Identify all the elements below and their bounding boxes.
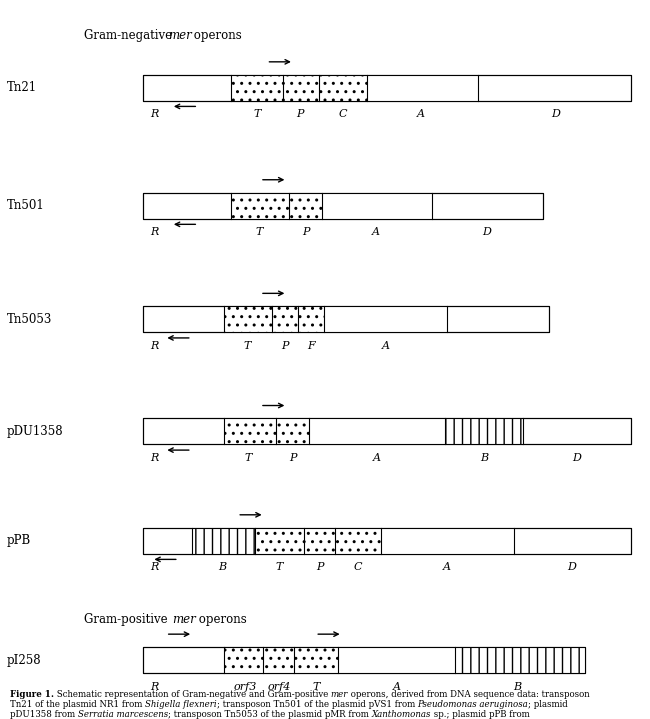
- Bar: [272, 306, 298, 332]
- Text: P: P: [302, 227, 309, 237]
- Bar: [143, 528, 630, 554]
- Bar: [143, 193, 543, 219]
- Text: P: P: [281, 341, 289, 351]
- Text: T: T: [255, 227, 263, 237]
- Text: D: D: [567, 562, 577, 572]
- Text: Gram-positive: Gram-positive: [84, 613, 172, 626]
- Text: T: T: [276, 562, 283, 572]
- Text: B: B: [513, 682, 521, 692]
- Bar: [224, 306, 272, 332]
- Text: sp.; plasmid pPB from: sp.; plasmid pPB from: [431, 710, 530, 719]
- Bar: [143, 528, 630, 554]
- Text: A: A: [382, 341, 389, 351]
- Text: T: T: [253, 109, 261, 119]
- Bar: [192, 528, 255, 554]
- Text: P: P: [316, 562, 324, 572]
- Text: R: R: [150, 682, 158, 692]
- Text: mer: mer: [331, 690, 348, 700]
- Text: pDU1358 from: pDU1358 from: [10, 710, 77, 719]
- Text: orf3: orf3: [234, 682, 257, 692]
- Text: ; transposon Tn5053 of the plasmid pMR from: ; transposon Tn5053 of the plasmid pMR f…: [168, 710, 371, 719]
- Text: operons: operons: [195, 613, 247, 626]
- Bar: [231, 193, 289, 219]
- Bar: [143, 75, 630, 101]
- Text: A: A: [373, 453, 381, 463]
- Text: Shigella flexneri: Shigella flexneri: [145, 700, 216, 710]
- Bar: [143, 306, 549, 332]
- Bar: [304, 528, 335, 554]
- Text: ; transposon Tn501 of the plasmid pVS1 from: ; transposon Tn501 of the plasmid pVS1 f…: [216, 700, 417, 710]
- Text: C: C: [354, 562, 363, 572]
- Bar: [318, 75, 367, 101]
- Text: B: B: [480, 453, 488, 463]
- Text: Tn5053: Tn5053: [6, 313, 52, 326]
- Bar: [143, 75, 630, 101]
- Text: B: B: [218, 562, 226, 572]
- Text: R: R: [150, 341, 158, 351]
- Bar: [445, 418, 523, 444]
- Text: P: P: [296, 109, 304, 119]
- Text: Pseudomonas aeruginosa: Pseudomonas aeruginosa: [417, 700, 528, 710]
- Text: C: C: [338, 109, 347, 119]
- Bar: [335, 528, 381, 554]
- Text: operons: operons: [190, 29, 242, 42]
- Bar: [338, 647, 455, 673]
- Text: T: T: [243, 341, 251, 351]
- Bar: [143, 193, 543, 219]
- Bar: [367, 75, 478, 101]
- Text: A: A: [372, 227, 380, 237]
- Text: R: R: [150, 562, 158, 572]
- Bar: [324, 306, 447, 332]
- Text: T: T: [313, 682, 320, 692]
- Text: T: T: [244, 453, 252, 463]
- Bar: [143, 418, 630, 444]
- Bar: [143, 647, 585, 673]
- Text: Gram-negative: Gram-negative: [84, 29, 176, 42]
- Text: Schematic representation of Gram-negative and Gram-positive: Schematic representation of Gram-negativ…: [54, 690, 331, 700]
- Text: A: A: [443, 562, 451, 572]
- Text: Tn21 of the plasmid NR1 from: Tn21 of the plasmid NR1 from: [10, 700, 145, 710]
- Text: R: R: [150, 227, 158, 237]
- Text: A: A: [393, 682, 400, 692]
- Text: R: R: [150, 453, 158, 463]
- Bar: [143, 647, 585, 673]
- Bar: [276, 418, 309, 444]
- Bar: [381, 528, 514, 554]
- Text: D: D: [572, 453, 581, 463]
- Bar: [322, 193, 432, 219]
- Text: pPB: pPB: [6, 534, 31, 547]
- Bar: [255, 528, 304, 554]
- Text: Serratia marcescens: Serratia marcescens: [77, 710, 168, 719]
- Bar: [298, 306, 324, 332]
- Text: D: D: [551, 109, 560, 119]
- Bar: [455, 647, 585, 673]
- Text: D: D: [482, 227, 491, 237]
- Bar: [143, 418, 630, 444]
- Bar: [283, 75, 318, 101]
- Text: mer: mer: [172, 613, 196, 626]
- Text: operons, derived from DNA sequence data: transposon: operons, derived from DNA sequence data:…: [348, 690, 590, 700]
- Bar: [143, 306, 549, 332]
- Text: Xanthomonas: Xanthomonas: [371, 710, 431, 719]
- Bar: [224, 418, 276, 444]
- Bar: [309, 418, 445, 444]
- Text: F: F: [307, 341, 315, 351]
- Text: Tn21: Tn21: [6, 81, 36, 94]
- Text: pDU1358: pDU1358: [6, 425, 63, 438]
- Text: ; plasmid: ; plasmid: [528, 700, 568, 710]
- Text: P: P: [289, 453, 296, 463]
- Text: pI258: pI258: [6, 654, 41, 667]
- Bar: [224, 647, 263, 673]
- Text: A: A: [417, 109, 425, 119]
- Text: R: R: [150, 109, 158, 119]
- Bar: [263, 647, 294, 673]
- Text: Tn501: Tn501: [6, 199, 44, 212]
- Text: mer: mer: [168, 29, 192, 42]
- Text: orf4: orf4: [268, 682, 291, 692]
- Text: Figure 1.: Figure 1.: [10, 690, 54, 700]
- Bar: [294, 647, 338, 673]
- Bar: [231, 75, 283, 101]
- Bar: [289, 193, 322, 219]
